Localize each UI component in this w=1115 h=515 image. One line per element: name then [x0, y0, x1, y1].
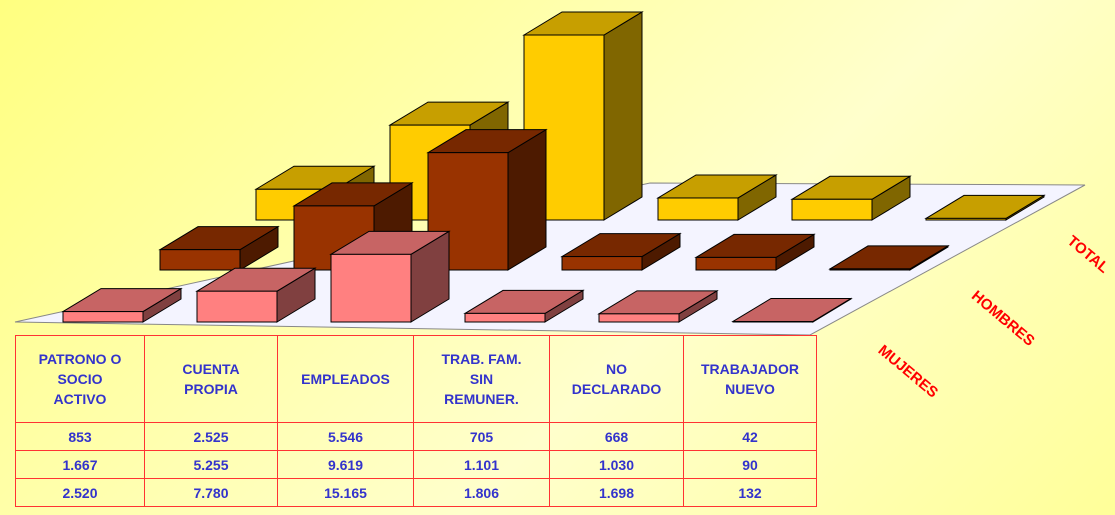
category-label: CUENTA PROPIA: [182, 361, 240, 397]
header-row: PATRONO O SOCIO ACTIVO CUENTA PROPIA EMPLE…: [15, 335, 817, 423]
value-cell: 90: [683, 450, 817, 479]
value-cell: 853: [15, 422, 145, 451]
value-cell: 2.520: [15, 478, 145, 507]
value-cell: 705: [413, 422, 550, 451]
value-cell: 1.667: [15, 450, 145, 479]
value-cell: 1.806: [413, 478, 550, 507]
header-cell: EMPLEADOS: [277, 335, 414, 423]
value-cell: 668: [549, 422, 684, 451]
data-table: PATRONO O SOCIO ACTIVO CUENTA PROPIA EMPLE…: [15, 335, 817, 507]
bar-side: [603, 11, 643, 221]
category-label: EMPLEADOS: [301, 371, 390, 387]
category-label: TRABAJADOR NUEVO: [701, 361, 799, 397]
bar: [791, 198, 873, 221]
series-label: HOMBRES: [968, 287, 1038, 349]
data-row: 2.520 7.780 15.165 1.806 1.698 132: [15, 478, 817, 507]
bar: [159, 249, 241, 271]
header-cell: CUENTA PROPIA: [144, 335, 278, 423]
bar: [561, 256, 643, 271]
value-cell: 1.698: [549, 478, 684, 507]
value-cell: 5.255: [144, 450, 278, 479]
data-row: 853 2.525 5.546 705 668 42: [15, 422, 817, 451]
category-label: PATRONO O SOCIO ACTIVO: [38, 351, 122, 407]
bar: [196, 290, 278, 323]
header-cell: TRABAJADOR NUEVO: [683, 335, 817, 423]
bar: [732, 320, 814, 323]
value-cell: 15.165: [277, 478, 414, 507]
value-cell: 42: [683, 422, 817, 451]
bar: [829, 268, 911, 271]
data-row: 1.667 5.255 9.619 1.101 1.030 90: [15, 450, 817, 479]
bar: [925, 217, 1007, 221]
bar: [598, 313, 680, 323]
header-cell: TRAB. FAM. SIN REMUNER.: [413, 335, 550, 423]
series-label: MUJERES: [875, 342, 941, 402]
value-cell: 132: [683, 478, 817, 507]
category-label: NO DECLARADO: [571, 361, 662, 397]
bar: [695, 256, 777, 271]
header-cell: NO DECLARADO: [549, 335, 684, 423]
header-cell: PATRONO O SOCIO ACTIVO: [15, 335, 145, 423]
value-cell: 5.546: [277, 422, 414, 451]
value-cell: 2.525: [144, 422, 278, 451]
bar: [464, 312, 546, 323]
value-cell: 1.101: [413, 450, 550, 479]
value-cell: 9.619: [277, 450, 414, 479]
bar-side: [507, 128, 547, 271]
series-label: TOTAL: [1064, 232, 1112, 276]
bar: [330, 253, 412, 323]
value-cell: 1.030: [549, 450, 684, 479]
category-label: TRAB. FAM. SIN REMUNER.: [441, 351, 522, 407]
bar: [657, 197, 739, 221]
bar: [62, 311, 144, 323]
value-cell: 7.780: [144, 478, 278, 507]
